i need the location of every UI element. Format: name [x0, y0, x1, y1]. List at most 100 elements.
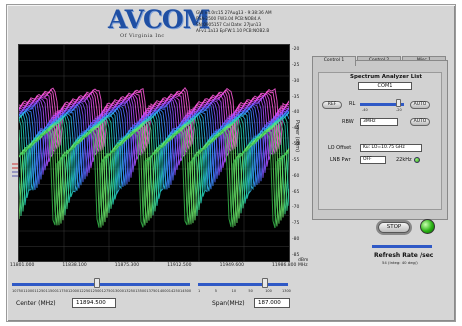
plot-left-rail	[12, 44, 18, 262]
refresh-rate-slider[interactable]	[372, 245, 432, 248]
y-tick-label: -50	[292, 142, 300, 148]
center-scale-label: 13000	[112, 289, 124, 293]
waterfall-trace	[19, 114, 289, 200]
status-line: PSA-2500 FW3.04 PCB:NOB4.A	[196, 16, 261, 21]
x-axis-unit: dBm MHz	[298, 258, 308, 268]
span-slider-track[interactable]	[198, 283, 288, 286]
span-scale-label: 5	[214, 289, 218, 293]
spectrum-analyzer-group	[318, 72, 442, 210]
center-scale-label: 12250	[79, 289, 91, 293]
y-tick-label: -25	[292, 62, 300, 68]
center-slider-track[interactable]	[12, 283, 190, 286]
center-slider-thumb[interactable]	[94, 278, 100, 288]
lo-offset-select[interactable]: Ku: LO=10.75 GHz	[360, 144, 422, 152]
span-label: Span(MHz)	[212, 300, 245, 307]
y-tick-label: -60	[292, 173, 300, 179]
rl-slider-thumb[interactable]	[396, 99, 401, 107]
rl-label: RL	[349, 101, 356, 107]
status-line: GUI v4.0rc15 27Aug13 - 9:38:36 AM	[196, 10, 272, 15]
span-scale-label: 50	[248, 289, 253, 293]
khz-indicator-led	[414, 157, 420, 163]
logo-text: AVCOM	[108, 5, 210, 34]
rl-scale-min: -40	[362, 108, 368, 112]
center-label: Center (MHz)	[16, 300, 56, 307]
center-scale-label: 11000	[23, 289, 35, 293]
avcom-logo: AVCOM Of Virginia Inc	[108, 5, 210, 39]
firmware-status: GUI v4.0rc15 27Aug13 - 9:38:36 AM PSA-25…	[196, 10, 308, 34]
status-line: SN:0905157 Cal Date: 27Jun13	[196, 22, 262, 27]
rl-auto-button[interactable]: AUTO	[410, 101, 430, 109]
y-tick-label: -75	[292, 221, 300, 227]
lnb-power-label: LNB Pwr	[330, 157, 351, 163]
spectrum-traces	[19, 86, 289, 229]
rbw-label: RBW	[342, 119, 354, 125]
rail-marks	[12, 163, 18, 177]
center-scale-label: 12750	[101, 289, 113, 293]
waterfall-trace	[19, 112, 289, 195]
center-scale-label: 13250	[124, 289, 136, 293]
y-tick-label: -20	[292, 47, 300, 52]
rl-scale-max: -20	[396, 108, 402, 112]
lo-offset-label: LO Offset	[328, 145, 352, 151]
x-axis: 11801.000 11838.100 11875.300 11912.500 1194…	[10, 263, 302, 271]
run-indicator-led	[420, 219, 435, 234]
x-tick-label: 11838.100	[62, 263, 87, 268]
spectrum-waterfall-plot[interactable]	[18, 44, 290, 262]
waterfall-trace	[19, 94, 289, 158]
y-tick-label: -35	[292, 94, 300, 100]
waterfall-trace	[19, 128, 289, 229]
logo-subtitle: Of Virginia Inc	[120, 33, 165, 39]
unit-dbm: dBm	[298, 258, 309, 263]
waterfall-trace	[19, 118, 289, 212]
rbw-select[interactable]: 3MHz	[360, 118, 398, 126]
span-scale-label: 10	[231, 289, 237, 293]
y-tick-label: -30	[292, 78, 300, 84]
center-input[interactable]: 11894.500	[72, 298, 116, 308]
x-tick-label: 11801.000	[10, 263, 35, 268]
unit-mhz: MHz	[298, 263, 308, 268]
waterfall-canvas	[19, 45, 289, 261]
lnb-power-select[interactable]: OFF	[360, 156, 386, 164]
y-tick-label: -70	[292, 205, 300, 211]
status-line: AFv1.1a13 EpFW:1.10 PCB:NOB2.B	[196, 28, 270, 33]
span-scale-label: 100	[265, 289, 272, 293]
center-scale-label: 13750	[146, 289, 158, 293]
span-slider-thumb[interactable]	[262, 278, 268, 288]
y-axis: -20 -25 -30 -35 -40 -45 -50 -55 -60 -65 -70 -75 -80 -…	[290, 44, 312, 262]
waterfall-trace	[19, 92, 289, 155]
center-scale-label: 14500	[180, 289, 192, 293]
y-tick-label: -45	[292, 126, 300, 132]
center-scale-label: 11250	[34, 289, 46, 293]
refresh-rate-label: Refresh Rate /sec	[374, 252, 434, 259]
device-select[interactable]: COM1	[358, 82, 412, 90]
y-tick-label: -65	[292, 189, 300, 195]
tab-control-1[interactable]: Control 1	[312, 56, 356, 66]
x-tick-label: 11949.600	[219, 263, 244, 268]
rbw-auto-button[interactable]: AUTO	[410, 118, 430, 126]
y-tick-label: -55	[292, 157, 300, 163]
center-scale-label: 11500	[45, 289, 57, 293]
center-scale-label: 13500	[135, 289, 147, 293]
khz-label: 22kHz	[396, 157, 412, 163]
span-scale-label: 1300	[282, 289, 291, 293]
x-tick-label: 11875.300	[114, 263, 140, 268]
y-axis-title: Power (dBm)	[294, 120, 300, 153]
waterfall-trace	[19, 116, 289, 206]
group-title: Spectrum Analyzer List	[350, 74, 422, 80]
stop-button[interactable]: STOP	[378, 222, 410, 233]
center-scale-label: 14250	[168, 289, 180, 293]
x-tick-label: 11912.500	[167, 263, 192, 268]
center-scale-label: 11750	[56, 289, 68, 293]
span-input[interactable]: 187.000	[254, 298, 290, 308]
y-tick-label: -80	[292, 237, 300, 243]
y-tick-label: -40	[292, 110, 300, 116]
y-tick-label: -85	[292, 253, 300, 258]
x-tick-label: 11986.800	[272, 263, 297, 268]
center-scale-label: 12000	[68, 289, 80, 293]
span-scale-label: 1	[198, 289, 201, 293]
rl-slider-track[interactable]	[360, 103, 404, 106]
center-scale-label: 14000	[157, 289, 169, 293]
ref-button[interactable]: REF	[322, 101, 342, 109]
waterfall-trace	[19, 127, 289, 228]
